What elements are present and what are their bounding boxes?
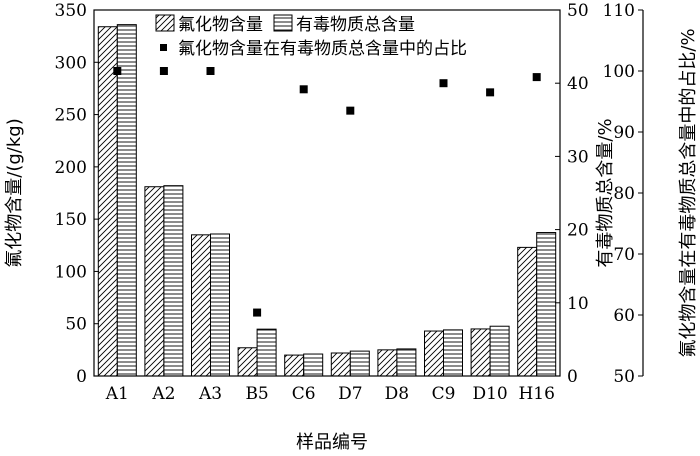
- point-ratio-A1: [113, 67, 122, 75]
- y-tick-label-200: 200: [55, 158, 87, 178]
- bar-toxic-B5: [256, 328, 277, 377]
- y2-tick-label-50: 50: [567, 1, 589, 21]
- y3-tick-label-70: 70: [613, 245, 635, 265]
- y-tick-label-300: 300: [55, 53, 87, 73]
- y2-tick-label-20: 20: [567, 221, 589, 241]
- legend-swatch-fluoride: [155, 14, 175, 32]
- y-tick-label-50: 50: [65, 315, 87, 335]
- bar-fluoride-A2: [144, 186, 165, 377]
- y-axis-title: 氟化物含量/(g/kg): [4, 118, 25, 267]
- bar-fluoride-D10: [470, 328, 491, 377]
- point-ratio-A3: [206, 67, 215, 75]
- x-tick-label-D8: D8: [385, 384, 409, 404]
- point-ratio-D7: [346, 106, 355, 115]
- bar-toxic-A1: [116, 24, 137, 377]
- x-tick-label-D7: D7: [338, 384, 362, 404]
- x-tick-label-D10: D10: [472, 384, 507, 404]
- y3-tick-label-50: 50: [613, 367, 635, 387]
- bar-fluoride-D7: [330, 352, 351, 377]
- bar-fluoride-D8: [377, 349, 398, 377]
- x-tick-label-C6: C6: [292, 384, 316, 404]
- point-ratio-H16: [532, 73, 541, 82]
- y2-axis-title: 有毒物质总含量/%: [595, 118, 616, 267]
- y2-tick-label-40: 40: [567, 74, 589, 94]
- legend: 氟化物含量 有毒物质总含量 氟化物含量在有毒物质总含量中的占比: [155, 14, 467, 59]
- y-tick-label-350: 350: [55, 1, 87, 21]
- x-tick-label-A1: A1: [105, 384, 129, 404]
- bar-toxic-A3: [210, 233, 230, 377]
- y2-tick-label-10: 10: [567, 294, 589, 314]
- legend-label-fluoride: 氟化物含量: [178, 15, 263, 35]
- legend-label-ratio: 氟化物含量在有毒物质总含量中的占比: [178, 39, 467, 59]
- y-tick-label-250: 250: [55, 106, 87, 126]
- bar-fluoride-C9: [424, 330, 444, 377]
- points-layer: [113, 67, 541, 317]
- legend-label-toxic: 有毒物质总含量: [296, 15, 415, 35]
- x-tick-label-A3: A3: [198, 384, 222, 404]
- y3-axis-title: 氟化物含量在有毒物质总含量中的占比/%: [678, 28, 699, 357]
- bar-fluoride-B5: [237, 347, 258, 377]
- point-ratio-D10: [486, 88, 495, 97]
- bar-toxic-D7: [349, 350, 370, 377]
- point-ratio-C9: [439, 79, 448, 88]
- bar-fluoride-A3: [191, 234, 211, 377]
- bar-toxic-A2: [163, 185, 184, 377]
- y2-tick-label-0: 0: [567, 367, 578, 387]
- y3-tick-label-110: 110: [603, 1, 635, 21]
- bar-fluoride-C6: [284, 354, 305, 377]
- plot-frame: [93, 9, 561, 377]
- y3-tick-label-80: 80: [613, 184, 635, 204]
- x-axis-title: 样品编号: [296, 432, 368, 453]
- point-ratio-A2: [159, 67, 168, 75]
- legend-swatch-toxic: [273, 14, 293, 32]
- y-tick-label-150: 150: [55, 210, 87, 230]
- y-tick-label-0: 0: [76, 367, 87, 387]
- point-ratio-C6: [299, 85, 308, 94]
- bar-fluoride-H16: [517, 246, 538, 377]
- bars-layer: [97, 24, 557, 377]
- x-tick-label-B5: B5: [245, 384, 268, 404]
- bar-toxic-H16: [536, 232, 557, 377]
- y3-tick-label-60: 60: [613, 306, 635, 326]
- bar-toxic-C6: [303, 353, 324, 377]
- bar-toxic-C9: [443, 329, 463, 377]
- y2-tick-label-30: 30: [567, 147, 589, 167]
- x-tick-label-C9: C9: [432, 384, 456, 404]
- legend-marker-ratio: [160, 44, 167, 51]
- y-tick-label-100: 100: [55, 262, 87, 282]
- bar-toxic-D10: [489, 325, 510, 377]
- bar-fluoride-A1: [97, 26, 118, 377]
- bar-toxic-D8: [396, 348, 417, 377]
- x-tick-label-A2: A2: [151, 384, 175, 404]
- ticks-layer: A1 A2 A3 B5 C6 D7 D8 C9 D10 H16050100150200250300…: [55, 1, 643, 404]
- point-ratio-B5: [253, 308, 262, 317]
- y3-tick-label-90: 90: [613, 123, 635, 143]
- x-tick-label-H16: H16: [518, 384, 554, 404]
- y3-tick-label-100: 100: [603, 62, 635, 82]
